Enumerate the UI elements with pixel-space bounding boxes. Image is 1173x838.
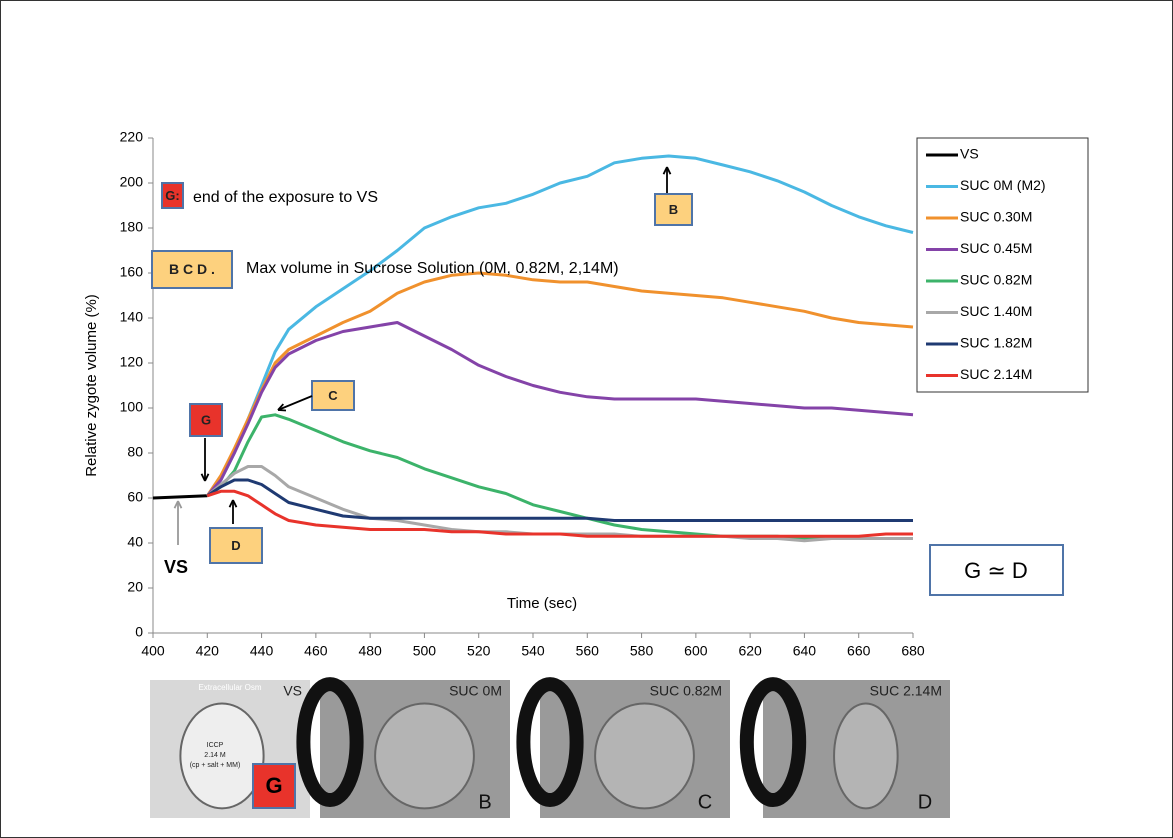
y-tick-label: 220 [120, 129, 144, 145]
x-tick-label: 520 [467, 643, 491, 659]
y-tick-label: 100 [120, 399, 144, 415]
legend-label: SUC 1.40M [960, 303, 1032, 319]
image-caption: SUC 2.14M [870, 683, 942, 699]
y-tick-label: 160 [120, 264, 144, 280]
y-tick-label: 80 [127, 444, 143, 460]
x-tick-label: 580 [630, 643, 654, 659]
legend-label: SUC 0.82M [960, 272, 1032, 288]
c-marker: C [328, 388, 338, 403]
b-marker: B [669, 202, 678, 217]
x-tick-label: 540 [521, 643, 545, 659]
image-caption: SUC 0.82M [650, 683, 722, 699]
d-marker: D [231, 538, 240, 553]
x-tick-label: 680 [901, 643, 925, 659]
legend-label: SUC 1.82M [960, 335, 1032, 351]
x-axis-label: Time (sec) [507, 595, 577, 612]
vs-label: VS [164, 557, 188, 577]
legend-label: SUC 2.14M [960, 366, 1032, 382]
inset-text: Extracellular Osm [198, 683, 261, 692]
cell [834, 703, 898, 808]
legend-label: SUC 0M (M2) [960, 177, 1046, 193]
image-letter: D [918, 791, 932, 813]
x-tick-label: 500 [413, 643, 437, 659]
g-key: G: [165, 188, 179, 203]
legend-box [917, 138, 1088, 392]
x-tick-label: 420 [196, 643, 220, 659]
inset-text: ICCP [207, 742, 224, 749]
inset-text: (cp + salt + MM) [190, 762, 241, 769]
cell [375, 703, 474, 808]
y-tick-label: 0 [135, 624, 143, 640]
x-tick-label: 560 [576, 643, 600, 659]
x-tick-label: 400 [141, 643, 165, 659]
x-tick-label: 480 [358, 643, 382, 659]
y-tick-label: 60 [127, 489, 143, 505]
y-axis-label: Relative zygote volume (%) [83, 294, 100, 477]
y-tick-label: 40 [127, 534, 143, 550]
image-letter: B [478, 791, 491, 813]
image-letter: G [265, 773, 282, 798]
y-tick-label: 20 [127, 579, 143, 595]
figure: 0 20 40 60 80 100 120 140 160 180 200 220 400 420 440 4… [0, 0, 1173, 838]
x-tick-label: 460 [304, 643, 328, 659]
g-key-text: end of the exposure to VS [193, 189, 378, 206]
y-tick-label: 140 [120, 309, 144, 325]
legend-label: VS [960, 146, 979, 162]
image-letter: C [698, 791, 712, 813]
x-tick-label: 620 [738, 643, 762, 659]
cell [595, 703, 694, 808]
equivalence: G ≃ D [964, 558, 1028, 583]
x-tick-label: 600 [684, 643, 708, 659]
y-tick-label: 120 [120, 354, 144, 370]
image-caption: VS [283, 683, 302, 699]
x-tick-label: 660 [847, 643, 871, 659]
bcd-key-text: Max volume in Sucrose Solution (0M, 0.82… [246, 260, 619, 277]
legend-label: SUC 0.30M [960, 209, 1032, 225]
x-tick-label: 440 [250, 643, 274, 659]
x-tick-label: 640 [793, 643, 817, 659]
y-tick-label: 180 [120, 219, 144, 235]
image-caption: SUC 0M [449, 683, 502, 699]
y-tick-label: 200 [120, 174, 144, 190]
inset-text: 2.14 M [204, 752, 226, 759]
legend-label: SUC 0.45M [960, 240, 1032, 256]
g-marker: G [201, 412, 211, 427]
bcd-key: B C D . [169, 261, 215, 277]
